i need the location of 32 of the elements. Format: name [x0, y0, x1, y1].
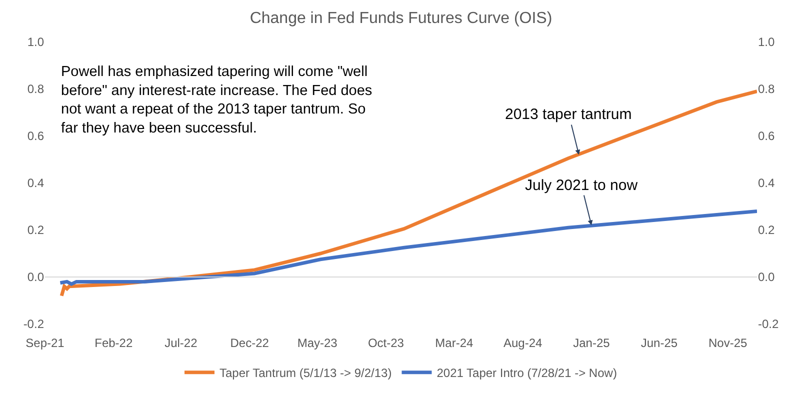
x-tick-label: Nov-25 [708, 336, 748, 350]
y-tick-label: 0.2 [27, 223, 44, 238]
x-tick-label: May-23 [297, 336, 338, 350]
x-tick-label: Aug-24 [503, 336, 542, 350]
chart-title: Change in Fed Funds Futures Curve (OIS) [250, 10, 552, 28]
x-tick-label: Jul-22 [164, 336, 198, 350]
annotation: July 2021 to now [525, 177, 638, 194]
x-tick-label: Jun-25 [640, 336, 678, 350]
y-tick-label: 0.6 [27, 129, 44, 144]
y2-tick-label: 0.6 [758, 129, 776, 144]
x-tick-label: Mar-24 [435, 336, 474, 350]
legend-label: Taper Tantrum (5/1/13 -> 9/2/13) [220, 366, 392, 380]
x-tick-label: Jan-25 [573, 336, 610, 350]
y-tick-label: -0.2 [23, 317, 44, 332]
y-tick-label: 1.0 [27, 35, 44, 50]
y2-tick-label: 0.4 [758, 176, 776, 190]
y-tick-label: 0.8 [27, 82, 44, 96]
legend-label: 2021 Taper Intro (7/28/21 -> Now) [436, 366, 617, 380]
x-tick-label: Feb-22 [94, 336, 133, 350]
y2-tick-label: 0.8 [758, 82, 776, 96]
x-tick-label: Dec-22 [230, 336, 270, 350]
y-tick-label: 0.0 [27, 270, 44, 284]
y2-tick-label: 0.2 [758, 223, 776, 238]
y-tick-label: 0.4 [27, 176, 44, 190]
line-series [58, 209, 757, 286]
x-tick-label: Oct-23 [368, 336, 404, 350]
y2-tick-label: 1.0 [758, 35, 776, 50]
y2-tick-label: -0.2 [758, 317, 780, 332]
annotation: 2013 taper tantrum [505, 106, 632, 123]
annotation: Powell has emphasized tapering will come "well before" any interest-rate increase. The Fed does not want a repeat of the 2013 taper tantrum. So far they have been successful. [61, 64, 372, 137]
x-tick-label: Sep-21 [26, 336, 65, 350]
y2-tick-label: 0.0 [758, 270, 776, 284]
